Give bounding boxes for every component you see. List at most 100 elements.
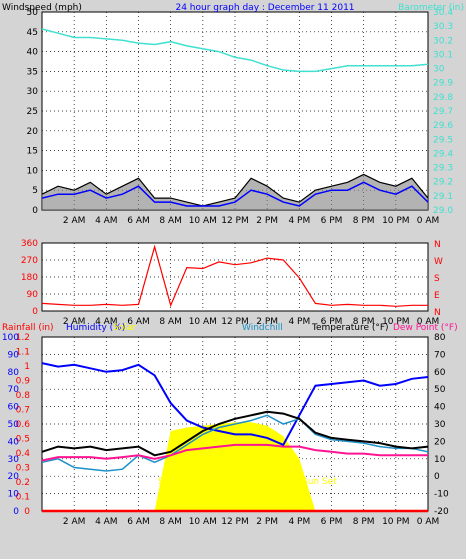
x-tick-label: 0 AM xyxy=(417,517,440,527)
x-tick-label: 4 PM xyxy=(288,517,310,527)
x-tick-label: 8 PM xyxy=(353,517,375,527)
wind-y-tick-label: 40 xyxy=(27,48,39,58)
x-tick-label: 12 PM xyxy=(221,517,249,527)
rainfall-y-tick-label: 1 xyxy=(24,362,30,372)
x-tick-label: 10 AM xyxy=(189,517,217,527)
humidity-y-tick-label: 80 xyxy=(8,368,20,378)
windspeed-axis-label: Windspeed (mph) xyxy=(2,3,82,13)
x-tick-label: 6 PM xyxy=(321,216,343,226)
windchill-axis-label: Windchill xyxy=(242,323,283,333)
sunset-annotation: Sun Set xyxy=(302,477,337,487)
compass-label: N xyxy=(434,240,441,250)
dewpoint-line xyxy=(41,443,428,462)
x-tick-label: 4 PM xyxy=(288,317,310,327)
temperature-y-tick-label: 70 xyxy=(434,350,446,360)
compass-label: S xyxy=(434,274,440,284)
rainfall-y-tick-label: 0.7 xyxy=(16,406,30,416)
x-tick-label: 6 AM xyxy=(127,216,150,226)
humidity-y-tick-label: 90 xyxy=(8,350,20,360)
barometer-y-tick-label: 30.1 xyxy=(433,50,453,60)
x-tick-label: 6 PM xyxy=(321,517,343,527)
barometer-y-tick-label: 29.1 xyxy=(433,192,453,202)
barometer-y-tick-label: 29.7 xyxy=(433,107,453,117)
barometer-y-tick-label: 29.4 xyxy=(433,149,453,159)
wind-y-tick-label: 35 xyxy=(27,67,38,77)
x-tick-label: 6 AM xyxy=(127,517,150,527)
compass-label: W xyxy=(434,257,443,267)
direction-y-tick-label: 0 xyxy=(32,307,38,317)
wind-y-tick-label: 25 xyxy=(27,107,38,117)
chart-title: 24 hour graph day : December 11 2011 xyxy=(175,3,354,13)
barometer-y-tick-label: 29.0 xyxy=(433,206,453,216)
compass-label: E xyxy=(434,291,440,301)
barometer-y-tick-label: 29.2 xyxy=(433,178,453,188)
x-tick-label: 12 PM xyxy=(221,216,249,226)
barometer-y-tick-label: 30.4 xyxy=(433,8,453,18)
x-tick-label: 8 AM xyxy=(159,317,182,327)
temperature-y-tick-label: 60 xyxy=(434,368,446,378)
temperature-y-tick-label: 10 xyxy=(434,455,446,465)
x-tick-label: 4 AM xyxy=(95,517,118,527)
direction-marks xyxy=(41,244,428,308)
x-tick-label: 10 AM xyxy=(189,216,217,226)
rainfall-y-tick-label: 0.4 xyxy=(16,449,31,459)
x-tick-label: 8 PM xyxy=(353,317,375,327)
x-tick-label: 2 AM xyxy=(63,317,86,327)
windchill-line xyxy=(41,414,429,472)
wind-y-tick-label: 15 xyxy=(27,147,38,157)
rainfall-y-tick-label: 0.9 xyxy=(16,377,31,387)
temperature-y-tick-label: 20 xyxy=(434,437,446,447)
temperature-y-tick-label: 30 xyxy=(434,420,446,430)
barometer-y-tick-label: 30.3 xyxy=(433,22,453,32)
x-tick-label: 0 AM xyxy=(417,317,440,327)
wind-y-tick-label: 30 xyxy=(27,87,39,97)
wind-y-tick-label: 5 xyxy=(32,186,38,196)
wind-axes: 2 AM 4 AM 6 AM 8 AM 10 AM 12 PM 2 PM 4 PM 6 PM 8 … xyxy=(27,8,454,226)
x-tick-label: 10 PM xyxy=(382,216,410,226)
solar-axis-label: Solar xyxy=(113,323,136,333)
direction-y-tick-label: 270 xyxy=(21,256,38,266)
barometer-line xyxy=(41,28,429,73)
rainfall-y-tick-label: 0.6 xyxy=(16,420,31,430)
barometer-axis-label: Barometer (in) xyxy=(398,3,464,13)
x-tick-label: 10 PM xyxy=(382,317,410,327)
wind-gust-line xyxy=(41,173,429,207)
humidity-axis-label: Humidity (%) xyxy=(66,323,125,333)
wind-average-line xyxy=(41,181,429,207)
temperature-y-tick-label: 0 xyxy=(434,472,440,482)
barometer-y-tick-label: 29.6 xyxy=(433,121,453,131)
temperature-axis-label: Temperature (°F) xyxy=(311,323,389,333)
x-tick-label: 2 AM xyxy=(63,517,86,527)
humidity-y-tick-label: 60 xyxy=(8,403,20,413)
barometer-y-tick-label: 29.8 xyxy=(433,93,453,103)
x-tick-label: 2 AM xyxy=(63,216,86,226)
humidity-y-tick-label: 20 xyxy=(8,472,20,482)
temperature-y-tick-label: 50 xyxy=(434,385,446,395)
temperature-axes: 2 AM 4 AM 6 AM 8 AM 10 AM 12 PM 2 PM 4 PM 6 PM 8 … xyxy=(2,333,449,527)
wind-y-tick-label: 20 xyxy=(27,127,39,137)
rainfall-y-tick-label: 1.2 xyxy=(16,333,30,343)
x-tick-label: 6 PM xyxy=(321,317,343,327)
barometer-y-tick-label: 30 xyxy=(433,65,445,75)
direction-y-tick-label: 360 xyxy=(21,239,38,249)
direction-grid xyxy=(42,243,428,311)
humidity-line xyxy=(41,362,429,447)
barometer-y-tick-label: 30.2 xyxy=(433,36,453,46)
temperature-y-tick-label: -10 xyxy=(434,490,449,500)
x-tick-label: 8 AM xyxy=(159,216,182,226)
x-tick-label: 2 PM xyxy=(256,216,278,226)
rainfall-y-tick-label: 0.5 xyxy=(16,435,30,445)
temperature-y-tick-label: -20 xyxy=(434,507,449,517)
x-tick-label: 2 PM xyxy=(256,517,278,527)
x-tick-label: 2 PM xyxy=(256,317,278,327)
wind-direction-line xyxy=(41,244,428,308)
wind-gust-area xyxy=(42,174,428,210)
direction-y-tick-label: 90 xyxy=(27,290,39,300)
x-tick-label: 0 AM xyxy=(417,216,440,226)
x-tick-label: 4 PM xyxy=(288,216,310,226)
dewpoint-axis-label: Dew Point (°F) xyxy=(393,323,458,333)
humidity-y-tick-label: 100 xyxy=(2,333,19,343)
direction-axes: 2 AM 4 AM 6 AM 8 AM 10 AM 12 PM 2 PM 4 PM 6 PM 8 … xyxy=(21,239,443,327)
